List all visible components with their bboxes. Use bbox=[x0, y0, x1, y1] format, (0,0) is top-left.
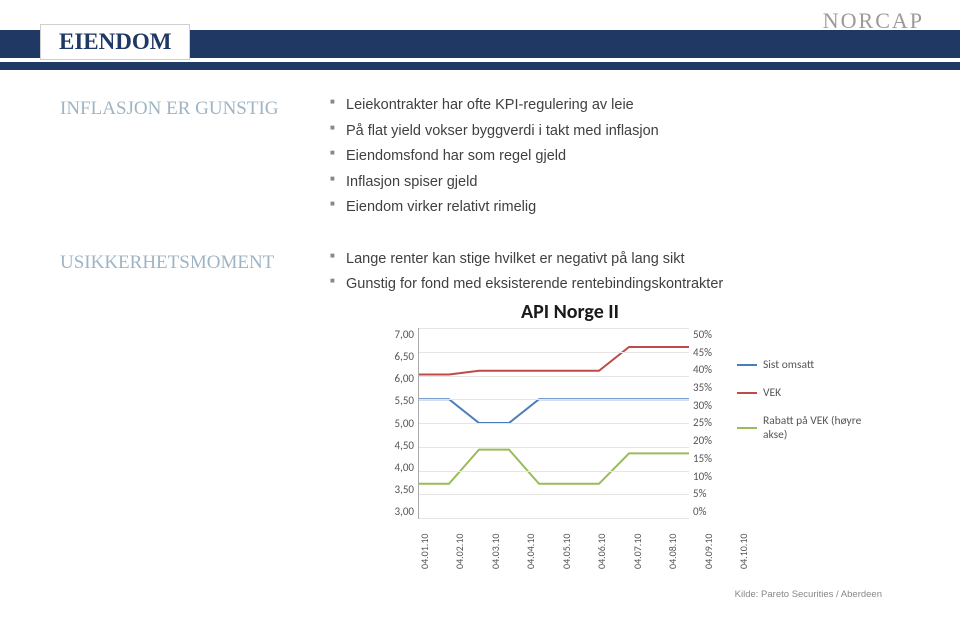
legend-swatch-icon bbox=[737, 392, 757, 394]
legend-label: VEK bbox=[763, 386, 781, 400]
y-tick: 45% bbox=[693, 346, 727, 359]
y-tick: 4,50 bbox=[380, 439, 414, 452]
legend-item: VEK bbox=[737, 386, 887, 400]
plot-area bbox=[418, 328, 689, 519]
bullet: Lange renter kan stige hvilket er negati… bbox=[330, 250, 723, 270]
y-tick: 5% bbox=[693, 487, 727, 500]
y-tick: 0% bbox=[693, 505, 727, 518]
y-tick: 6,50 bbox=[380, 350, 414, 363]
chart: API Norge II 7,00 6,50 6,00 5,50 5,00 4,… bbox=[380, 300, 900, 600]
y-tick: 5,00 bbox=[380, 417, 414, 430]
section-body: Lange renter kan stige hvilket er negati… bbox=[330, 250, 723, 301]
legend-swatch-icon bbox=[737, 427, 757, 429]
y-tick: 40% bbox=[693, 363, 727, 376]
y-tick: 4,00 bbox=[380, 461, 414, 474]
y-tick: 35% bbox=[693, 381, 727, 394]
bullet: Gunstig for fond med eksisterende renteb… bbox=[330, 275, 723, 295]
bullet: Leiekontrakter har ofte KPI-regulering a… bbox=[330, 96, 659, 116]
y-axis-left: 7,00 6,50 6,00 5,50 5,00 4,50 4,00 3,50 … bbox=[380, 328, 414, 518]
section-body: Leiekontrakter har ofte KPI-regulering a… bbox=[330, 96, 659, 224]
y-tick: 3,00 bbox=[380, 505, 414, 518]
chart-title: API Norge II bbox=[380, 300, 760, 324]
y-tick: 15% bbox=[693, 452, 727, 465]
y-axis-right: 50% 45% 40% 35% 30% 25% 20% 15% 10% 5% 0… bbox=[693, 328, 727, 518]
title-badge: EIENDOM bbox=[40, 24, 190, 60]
legend-swatch-icon bbox=[737, 364, 757, 366]
bullet: Eiendom virker relativt rimelig bbox=[330, 198, 659, 218]
bullet: Inflasjon spiser gjeld bbox=[330, 173, 659, 193]
y-tick: 50% bbox=[693, 328, 727, 341]
legend-item: Sist omsatt bbox=[737, 358, 887, 372]
x-tick: 04.10.10 bbox=[737, 534, 787, 569]
legend-label: Sist omsatt bbox=[763, 358, 814, 372]
y-tick: 7,00 bbox=[380, 328, 414, 341]
y-tick: 20% bbox=[693, 434, 727, 447]
y-tick: 10% bbox=[693, 470, 727, 483]
content: INFLASJON ER GUNSTIG Leiekontrakter har … bbox=[60, 96, 920, 327]
y-tick: 5,50 bbox=[380, 394, 414, 407]
bullet: Eiendomsfond har som regel gjeld bbox=[330, 147, 659, 167]
legend-item: Rabatt på VEK (høyre akse) bbox=[737, 414, 887, 442]
section-label: INFLASJON ER GUNSTIG bbox=[60, 96, 330, 224]
section-inflasjon: INFLASJON ER GUNSTIG Leiekontrakter har … bbox=[60, 96, 920, 224]
page-title: EIENDOM bbox=[59, 29, 171, 54]
title-block: EIENDOM bbox=[0, 30, 960, 70]
chart-source: Kilde: Pareto Securities / Aberdeen bbox=[735, 589, 882, 600]
section-usikkerhet: USIKKERHETSMOMENT Lange renter kan stige… bbox=[60, 250, 920, 301]
y-tick: 3,50 bbox=[380, 483, 414, 496]
y-tick: 6,00 bbox=[380, 372, 414, 385]
section-label: USIKKERHETSMOMENT bbox=[60, 250, 330, 301]
legend-label: Rabatt på VEK (høyre akse) bbox=[763, 414, 887, 442]
bullet: På flat yield vokser byggverdi i takt me… bbox=[330, 122, 659, 142]
x-axis: 04.01.10 04.02.10 04.03.10 04.04.10 04.0… bbox=[418, 519, 688, 569]
y-tick: 30% bbox=[693, 399, 727, 412]
legend: Sist omsatt VEK Rabatt på VEK (høyre aks… bbox=[727, 328, 887, 519]
y-tick: 25% bbox=[693, 416, 727, 429]
